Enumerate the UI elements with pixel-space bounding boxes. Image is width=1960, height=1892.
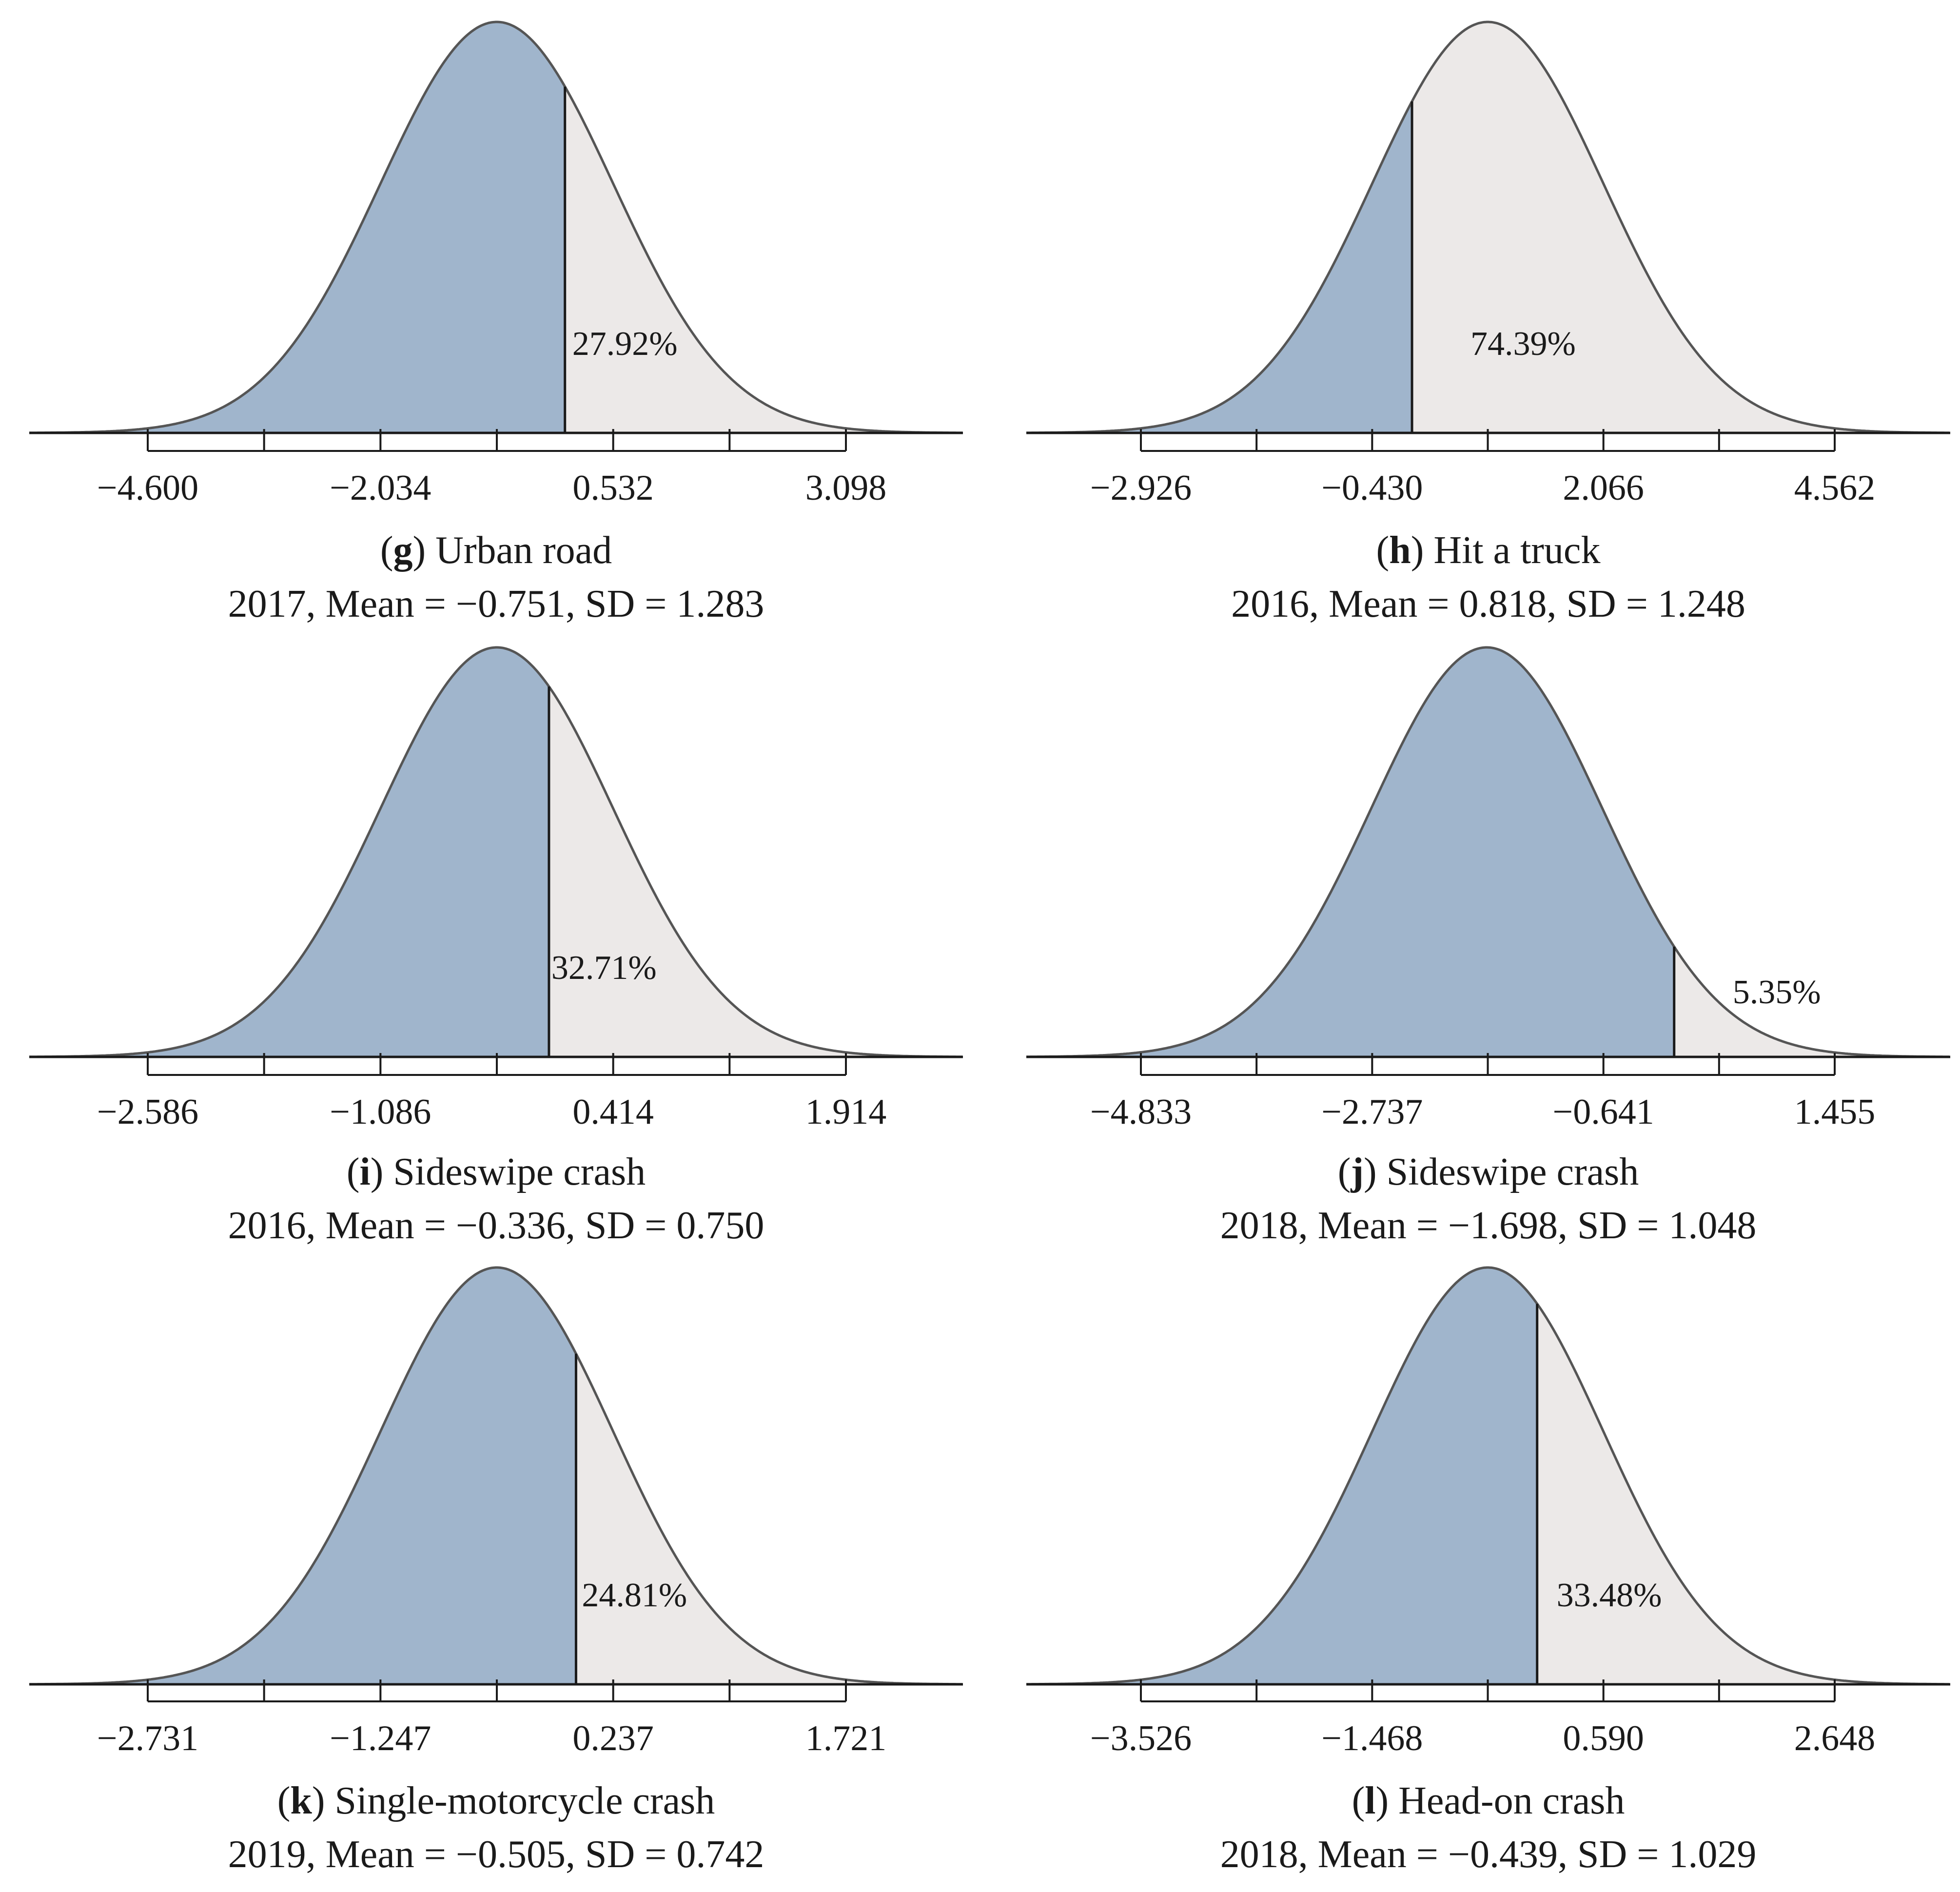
tick-label: −3.526 xyxy=(1090,1718,1192,1758)
panel-stats: 2018, Mean = −0.439, SD = 1.029 xyxy=(1220,1833,1757,1876)
tick-label: −1.247 xyxy=(330,1718,431,1758)
tick-label: 0.237 xyxy=(572,1718,654,1758)
tick-label: −0.641 xyxy=(1553,1092,1654,1132)
panel-caption: (l) Head-on crash xyxy=(1352,1779,1625,1822)
right-area xyxy=(1674,946,1950,1057)
percent-label: 32.71% xyxy=(551,949,657,987)
tick-label: 1.914 xyxy=(805,1092,887,1132)
panel-title: Urban road xyxy=(435,529,612,572)
right-area xyxy=(576,1353,963,1684)
tick-label: −2.034 xyxy=(330,468,431,508)
panel-caption: (h) Hit a truck xyxy=(1376,529,1601,572)
percent-label: 24.81% xyxy=(582,1577,687,1614)
panel-letter: j xyxy=(1350,1151,1364,1193)
left-area xyxy=(29,1268,576,1684)
chart-panel-h: −2.926 −0.430 2.066 4.562 74.39% (h) Hit a tr… xyxy=(1026,20,1950,625)
tick-label: 0.532 xyxy=(572,468,654,508)
panel-caption: (i) Sideswipe crash xyxy=(347,1151,646,1193)
panel-title: Hit a truck xyxy=(1433,529,1600,572)
tick-label: −2.926 xyxy=(1090,468,1192,508)
tick-label: 2.648 xyxy=(1794,1718,1876,1758)
left-area xyxy=(1026,647,1674,1057)
right-area xyxy=(1412,22,1950,433)
left-area xyxy=(1026,101,1412,433)
chart-panel-l: −3.526 −1.468 0.590 2.648 33.48% (l) Head-on … xyxy=(1026,1266,1950,1876)
left-area xyxy=(29,647,549,1057)
panel-letter: l xyxy=(1365,1779,1375,1822)
density-curve xyxy=(29,646,962,1058)
panel-stats: 2018, Mean = −1.698, SD = 1.048 xyxy=(1220,1204,1757,1247)
panel-letter: k xyxy=(290,1779,312,1822)
chart-panel-j: −4.833 −2.737 −0.641 1.455 5.35% (j) Sideswip… xyxy=(1026,646,1950,1247)
percent-label: 27.92% xyxy=(572,325,678,363)
right-area xyxy=(565,86,963,433)
tick-label: −2.731 xyxy=(97,1718,198,1758)
tick-label: 0.590 xyxy=(1563,1718,1644,1758)
panel-caption: (g) Urban road xyxy=(380,529,612,572)
panel-caption: (j) Sideswipe crash xyxy=(1338,1151,1639,1193)
tick-label: −4.600 xyxy=(97,468,198,508)
panel-stats: 2017, Mean = −0.751, SD = 1.283 xyxy=(228,583,764,625)
density-curve xyxy=(1026,1266,1949,1686)
chart-panel-k: −2.731 −1.247 0.237 1.721 24.81% (k) Single-m… xyxy=(29,1266,963,1876)
panel-title: Single-motorcycle crash xyxy=(335,1779,715,1822)
percent-label: 74.39% xyxy=(1470,325,1576,363)
percent-label: 5.35% xyxy=(1733,974,1821,1011)
tick-label: 1.455 xyxy=(1794,1092,1876,1132)
chart-panel-g: −4.600 −2.034 0.532 3.098 27.92% (g) Urban ro… xyxy=(29,20,963,625)
density-curve xyxy=(1026,646,1949,1058)
tick-label: −4.833 xyxy=(1090,1092,1192,1132)
panel-title: Sideswipe crash xyxy=(1387,1151,1639,1193)
right-area xyxy=(1537,1304,1950,1684)
tick-label: 4.562 xyxy=(1794,468,1876,508)
tick-label: 3.098 xyxy=(805,468,887,508)
tick-label: 1.721 xyxy=(805,1718,887,1758)
panel-stats: 2016, Mean = −0.336, SD = 0.750 xyxy=(228,1204,764,1247)
density-curve xyxy=(29,20,962,434)
panel-letter: i xyxy=(360,1151,371,1193)
density-curve xyxy=(1026,20,1949,434)
density-curve xyxy=(29,1266,962,1686)
panel-letter: g xyxy=(393,529,412,572)
panel-caption: (k) Single-motorcycle crash xyxy=(277,1779,715,1822)
percent-label: 33.48% xyxy=(1557,1577,1662,1614)
panel-title: Head-on crash xyxy=(1398,1779,1625,1822)
tick-label: 0.414 xyxy=(572,1092,654,1132)
chart-panel-i: −2.586 −1.086 0.414 1.914 32.71% (i) Sideswip… xyxy=(29,646,963,1247)
panel-letter: h xyxy=(1389,529,1411,572)
tick-label: −1.468 xyxy=(1321,1718,1423,1758)
tick-label: −2.737 xyxy=(1321,1092,1423,1132)
panel-title: Sideswipe crash xyxy=(393,1151,646,1193)
right-area xyxy=(549,686,963,1057)
panel-stats: 2019, Mean = −0.505, SD = 0.742 xyxy=(228,1833,764,1876)
tick-label: −2.586 xyxy=(97,1092,198,1132)
panel-stats: 2016, Mean = 0.818, SD = 1.248 xyxy=(1231,583,1745,625)
tick-label: −1.086 xyxy=(330,1092,431,1132)
tick-label: 2.066 xyxy=(1563,468,1644,508)
left-area xyxy=(1026,1268,1537,1684)
tick-label: −0.430 xyxy=(1321,468,1423,508)
left-area xyxy=(29,22,565,433)
